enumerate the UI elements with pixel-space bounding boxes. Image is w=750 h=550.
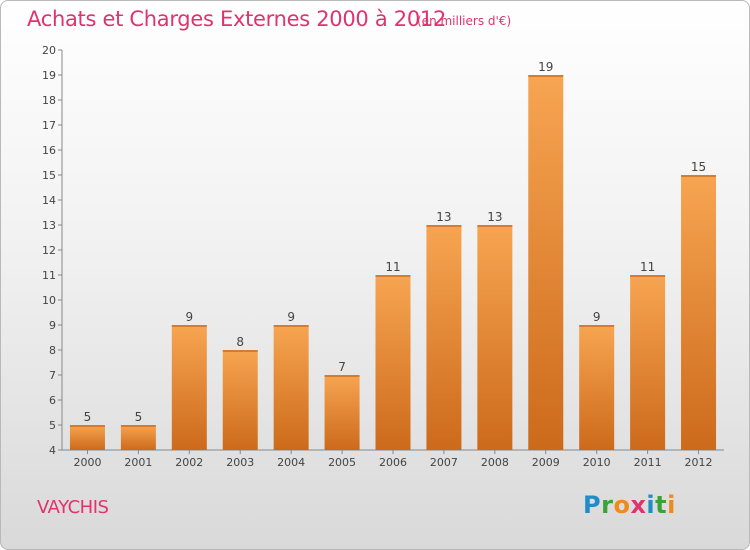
y-tick-label: 6 [49,394,56,407]
bar-top-edge [528,75,564,77]
bar-value-label: 9 [185,310,193,324]
bar [681,175,717,450]
bar [579,325,615,450]
x-tick-label: 2003 [226,456,254,469]
bar-value-label: 7 [338,360,346,374]
logo-letter: t [655,491,668,519]
logo-letter: x [630,491,647,519]
bars: 5 5 9 8 9 7 11 13 13 19 9 11 15 [69,60,717,450]
y-tick-label: 14 [42,194,56,207]
bar [120,425,156,450]
bar-top-edge [477,225,513,227]
x-tick-label: 2011 [634,456,662,469]
x-tick-label: 2012 [685,456,713,469]
logo-letter: i [667,491,676,519]
bar-top-edge [681,175,717,177]
bar [222,350,258,450]
chart-title: Achats et Charges Externes 2000 à 2012 [27,7,447,31]
y-tick-label: 4 [49,444,56,457]
y-tick-label: 16 [42,144,56,157]
bar-top-edge [120,425,156,427]
x-tick-label: 2000 [73,456,101,469]
y-tick-label: 10 [42,294,56,307]
bar [171,325,207,450]
bar-value-label: 5 [135,410,143,424]
bar [375,275,411,450]
y-tick-label: 11 [42,269,56,282]
bar-top-edge [69,425,105,427]
logo-letter: o [613,491,631,519]
x-tick-label: 2005 [328,456,356,469]
y-tick-label: 12 [42,244,56,257]
x-tick-label: 2008 [481,456,509,469]
bar [324,375,360,450]
bar-value-label: 9 [287,310,295,324]
y-tick-label: 20 [42,44,56,57]
y-tick-label: 15 [42,169,56,182]
bar [630,275,666,450]
bar-value-label: 13 [436,210,451,224]
bar-top-edge [222,350,258,352]
bar-value-label: 15 [691,160,706,174]
y-tick-label: 8 [49,344,56,357]
bar-top-edge [324,375,360,377]
y-tick-label: 9 [49,319,56,332]
bar [426,225,462,450]
bar [528,75,564,450]
y-axis-ticks: 4 5 6 7 8 9 10 11 12 13 14 15 16 17 18 19 20 [42,44,62,457]
bar-top-edge [426,225,462,227]
place-name: VAYCHIS [37,497,109,518]
logo-letter: i [646,491,656,519]
bar-value-label: 11 [385,260,400,274]
y-tick-label: 17 [42,119,56,132]
bar [477,225,513,450]
bar-top-edge [171,325,207,327]
proxiti-logo: Proxiti [583,491,676,519]
x-tick-label: 2006 [379,456,407,469]
bar-value-label: 9 [593,310,601,324]
bar [69,425,105,450]
bar-top-edge [375,275,411,277]
bar-value-label: 13 [487,210,502,224]
bar-value-label: 19 [538,60,553,74]
x-tick-label: 2002 [175,456,203,469]
y-tick-label: 7 [49,369,56,382]
bar-value-label: 5 [84,410,92,424]
x-axis-ticks: 2000 2001 2002 2003 2004 2005 2006 2007 2008 2009… [73,450,713,469]
bar-top-edge [273,325,309,327]
x-tick-label: 2009 [532,456,560,469]
bar-value-label: 8 [236,335,244,349]
x-tick-label: 2001 [124,456,152,469]
bar-top-edge [579,325,615,327]
chart-subtitle: (en milliers d'€) [417,14,512,28]
y-tick-label: 18 [42,94,56,107]
y-tick-label: 13 [42,219,56,232]
bar-value-label: 11 [640,260,655,274]
y-tick-label: 19 [42,69,56,82]
bar [273,325,309,450]
y-tick-label: 5 [49,419,56,432]
x-tick-label: 2004 [277,456,305,469]
bar-top-edge [630,275,666,277]
x-tick-label: 2007 [430,456,458,469]
logo-letter: r [601,491,614,519]
logo-letter: P [583,491,602,519]
x-tick-label: 2010 [583,456,611,469]
